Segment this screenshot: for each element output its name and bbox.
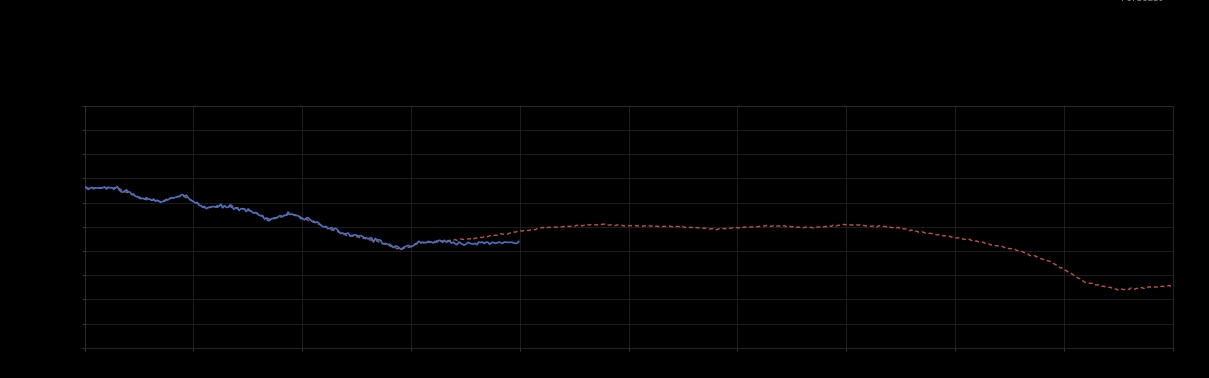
Legend: Observed, Forecast: Observed, Forecast bbox=[1092, 0, 1168, 3]
